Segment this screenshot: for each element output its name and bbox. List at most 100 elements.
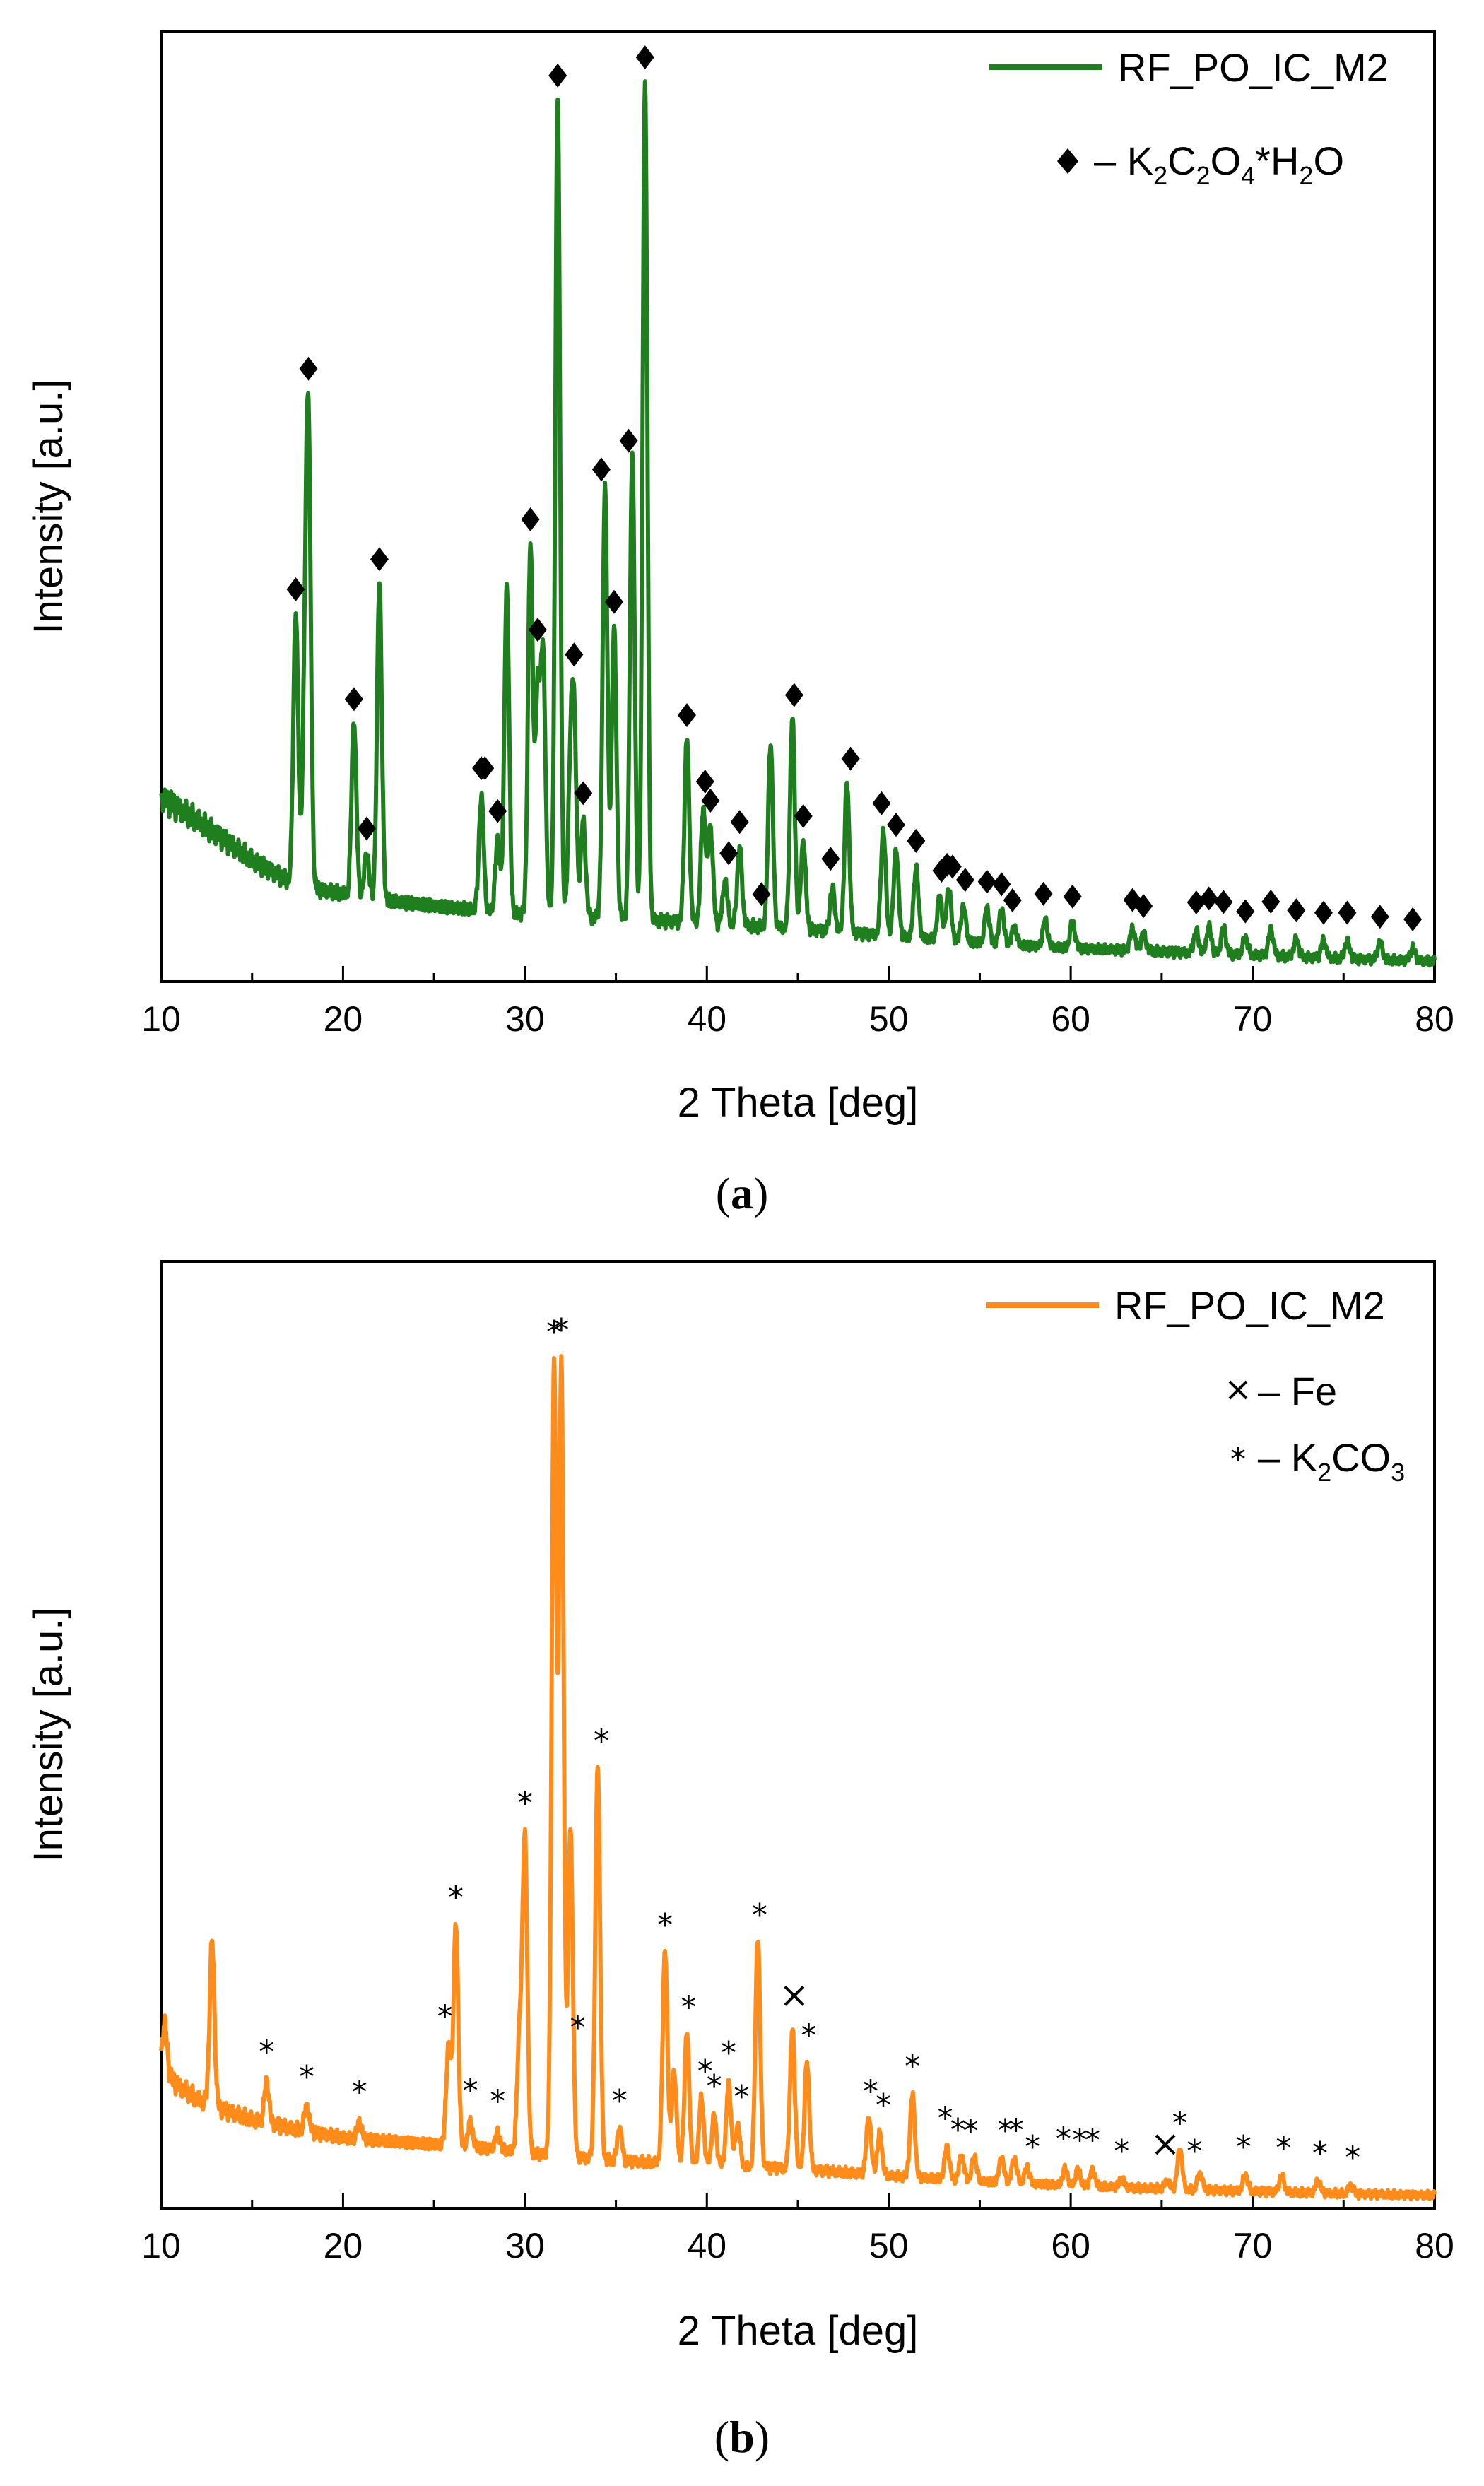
panel-b-peak-markers: ** **** ********************* ** * * ** *** * * * * — [259, 1312, 1360, 2176]
peak-diamond-marker — [528, 618, 547, 642]
x-tick-label: 40 — [687, 2226, 726, 2266]
peak-diamond-marker — [488, 799, 507, 823]
x-tick-label: 30 — [505, 999, 545, 1039]
x-tick-label: 50 — [869, 999, 909, 1039]
panel-a-caption: (a) — [716, 1168, 769, 1218]
peak-diamond-marker — [1261, 890, 1280, 914]
peak-diamond-marker — [548, 63, 567, 88]
panel-a-legend-diamond-marker — [1057, 148, 1078, 174]
peak-diamond-marker — [1186, 890, 1206, 915]
peak-diamond-marker — [821, 847, 840, 871]
panel-a-x-axis: 10 20 30 40 50 60 70 80 — [141, 966, 1454, 1039]
peak-diamond-marker — [619, 428, 638, 453]
panel-b-legend-cross-marker — [1228, 1380, 1248, 1400]
peak-diamond-marker — [955, 868, 974, 893]
x-tick-label: 30 — [505, 2226, 545, 2266]
x-tick-label: 20 — [324, 2226, 363, 2266]
peak-diamond-marker — [1287, 898, 1306, 923]
peak-diamond-marker — [574, 781, 593, 806]
peak-diamond-marker — [1338, 900, 1357, 925]
peak-diamond-marker — [344, 687, 363, 712]
peak-star-marker: * — [553, 1312, 569, 1348]
panel-b-legend-series-label: RF_PO_IC_M2 — [1114, 1283, 1385, 1328]
peak-star-marker: * — [734, 2079, 749, 2115]
peak-star-marker: * — [1072, 2123, 1088, 2159]
panel-a-y-axis-title: Intensity [a.u.] — [25, 379, 71, 634]
peak-diamond-marker — [977, 869, 996, 894]
peak-star-marker: * — [721, 2035, 736, 2071]
peak-star-marker: * — [1172, 2106, 1188, 2142]
peak-diamond-marker — [635, 45, 654, 70]
peak-diamond-marker — [286, 577, 305, 602]
peak-star-marker: * — [1312, 2136, 1328, 2172]
peak-diamond-marker — [1063, 884, 1082, 909]
peak-diamond-marker — [887, 813, 906, 837]
x-tick-label: 70 — [1233, 2226, 1273, 2266]
x-tick-label: 40 — [687, 999, 726, 1039]
peak-diamond-marker — [677, 703, 696, 728]
peak-diamond-marker — [992, 872, 1011, 897]
peak-star-marker: * — [259, 2034, 274, 2070]
panel-a-chart: 10 20 30 40 50 60 70 80 2 Theta [deg] Intensity… — [25, 30, 1454, 1218]
panel-b-x-axis-title: 2 Theta [deg] — [678, 2308, 919, 2354]
panel-a-x-axis-title: 2 Theta [deg] — [678, 1080, 919, 1126]
peak-star-marker: * — [1236, 2129, 1252, 2165]
peak-diamond-marker — [695, 769, 714, 794]
peak-star-marker: * — [905, 2049, 920, 2085]
peak-diamond-marker — [1134, 894, 1153, 919]
peak-diamond-marker — [1403, 907, 1423, 932]
peak-star-marker: * — [1114, 2133, 1129, 2169]
peak-diamond-marker — [299, 356, 318, 381]
peak-star-marker: * — [1085, 2122, 1100, 2158]
peak-star-marker: * — [938, 2101, 953, 2137]
peak-star-marker: * — [1056, 2121, 1071, 2157]
peak-diamond-marker — [841, 746, 860, 771]
peak-diamond-marker — [907, 828, 926, 853]
peak-diamond-marker — [943, 854, 962, 879]
peak-diamond-marker — [794, 803, 813, 828]
x-tick-label: 50 — [869, 2226, 909, 2266]
peak-star-marker: * — [1008, 2112, 1024, 2148]
peak-diamond-marker — [1003, 888, 1022, 913]
peak-star-marker: * — [1025, 2129, 1040, 2165]
x-tick-label: 60 — [1051, 999, 1090, 1039]
panel-a-legend-k2c2o4-label: – K2C2O4*H2O — [1094, 139, 1344, 190]
peak-star-marker: * — [950, 2112, 966, 2148]
peak-diamond-marker — [1370, 905, 1389, 929]
peak-star-marker: * — [612, 2083, 628, 2119]
peak-diamond-marker — [719, 841, 738, 866]
panel-b-x-axis: 10 20 30 40 50 60 70 80 — [141, 2193, 1454, 2266]
peak-star-marker: * — [570, 2010, 586, 2046]
peak-star-marker: * — [517, 1786, 533, 1822]
peak-diamond-marker — [872, 791, 891, 815]
peak-star-marker: * — [657, 1907, 673, 1943]
peak-star-marker: * — [490, 2083, 505, 2119]
panel-b-legend-star-marker: * — [1230, 1442, 1246, 1478]
peak-star-marker: * — [1186, 2133, 1202, 2169]
peak-star-marker: * — [863, 2073, 878, 2109]
peak-star-marker: * — [299, 2059, 314, 2095]
peak-star-marker: * — [594, 1723, 609, 1759]
peak-star-marker: * — [963, 2113, 979, 2149]
peak-star-marker: * — [801, 2018, 816, 2054]
panel-a-series-line — [159, 79, 1437, 968]
x-tick-label: 80 — [1415, 2226, 1454, 2266]
peak-diamond-marker — [1199, 886, 1218, 911]
peak-diamond-marker — [604, 589, 623, 614]
peak-diamond-marker — [370, 547, 389, 572]
panel-b-legend-k2co3-label: – K2CO3 — [1258, 1435, 1405, 1487]
peak-cross-marker — [784, 1985, 805, 2006]
panel-b-series-line — [159, 1354, 1437, 2202]
x-tick-label: 20 — [324, 999, 363, 1039]
peak-star-marker: * — [707, 2068, 722, 2104]
x-tick-label: 80 — [1415, 999, 1454, 1039]
peak-star-marker: * — [546, 1314, 562, 1350]
peak-star-marker: * — [352, 2074, 367, 2110]
peak-star-marker: * — [997, 2113, 1013, 2149]
panel-b-legend-fe-label: – Fe — [1258, 1369, 1337, 1413]
peak-diamond-marker — [591, 457, 611, 482]
peak-diamond-marker — [784, 683, 803, 707]
x-tick-label: 10 — [141, 2226, 181, 2266]
